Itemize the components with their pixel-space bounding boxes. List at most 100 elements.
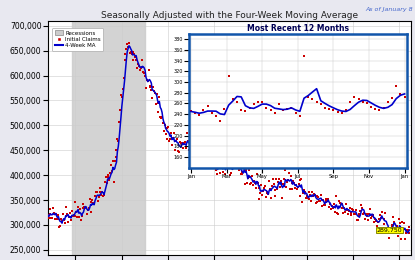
- Point: [288, 106, 295, 110]
- Point: [372, 107, 378, 111]
- Point: [296, 178, 303, 182]
- Point: [178, 141, 185, 146]
- Point: [359, 100, 366, 105]
- Point: [110, 159, 116, 163]
- Point: [246, 106, 253, 110]
- Point: [67, 211, 73, 215]
- Point: [249, 174, 256, 179]
- Point: [322, 106, 328, 110]
- Point: [332, 210, 339, 214]
- Point: [199, 148, 205, 153]
- Point: [261, 184, 268, 188]
- Point: [300, 191, 307, 195]
- Point: [310, 192, 317, 196]
- Point: [405, 231, 412, 235]
- Point: [383, 228, 390, 232]
- Point: [306, 190, 313, 194]
- Point: [337, 202, 344, 206]
- Point: [384, 228, 391, 232]
- Point: [330, 206, 336, 210]
- Point: [220, 164, 227, 168]
- Point: [103, 181, 110, 185]
- Point: [161, 123, 168, 127]
- Point: [334, 211, 340, 215]
- Point: [265, 192, 272, 196]
- Point: [237, 172, 244, 176]
- Point: [63, 214, 70, 218]
- Point: [354, 218, 361, 222]
- Point: [47, 207, 54, 211]
- Point: [395, 234, 401, 238]
- Point: [74, 215, 81, 219]
- Point: [286, 187, 293, 192]
- Point: [147, 84, 154, 88]
- Point: [70, 212, 77, 217]
- Point: [342, 210, 349, 214]
- Point: [104, 173, 111, 177]
- Point: [158, 116, 164, 120]
- Point: [309, 97, 316, 101]
- Point: [215, 159, 222, 164]
- Point: [287, 174, 294, 178]
- Point: [105, 175, 112, 179]
- Point: [228, 163, 235, 167]
- Point: [227, 171, 234, 175]
- Point: [368, 105, 374, 109]
- Point: [144, 79, 151, 83]
- Point: [232, 162, 239, 167]
- Point: [117, 93, 124, 97]
- Point: [188, 137, 195, 141]
- Point: [160, 121, 166, 125]
- Point: [188, 109, 194, 114]
- Point: [385, 227, 391, 231]
- Point: [331, 202, 338, 206]
- Point: [93, 190, 99, 194]
- Point: [386, 236, 392, 240]
- Point: [233, 159, 239, 164]
- Point: [326, 107, 332, 111]
- Point: [196, 113, 203, 117]
- Point: [248, 181, 255, 185]
- Point: [268, 196, 274, 200]
- Point: [293, 183, 299, 187]
- Point: [85, 206, 92, 210]
- Point: [69, 214, 76, 219]
- Point: [324, 199, 331, 203]
- Point: [356, 211, 363, 216]
- Point: [51, 211, 57, 215]
- Point: [390, 215, 397, 219]
- Point: [137, 68, 143, 72]
- Point: [225, 160, 232, 164]
- Point: [267, 187, 273, 191]
- Point: [220, 170, 226, 174]
- Point: [164, 136, 171, 141]
- Point: [240, 170, 247, 174]
- Point: [143, 86, 149, 90]
- Point: [325, 197, 332, 201]
- Point: [305, 197, 312, 201]
- Point: [323, 199, 330, 203]
- Point: [84, 212, 90, 216]
- Point: [140, 69, 146, 74]
- Point: [131, 52, 138, 56]
- Point: [59, 219, 65, 224]
- Point: [52, 212, 59, 216]
- Point: [72, 200, 79, 204]
- Point: [307, 193, 314, 197]
- Point: [397, 92, 404, 96]
- Point: [68, 209, 75, 213]
- Point: [134, 62, 141, 67]
- Point: [252, 186, 259, 190]
- Point: [151, 91, 158, 95]
- Point: [267, 108, 274, 113]
- Point: [172, 139, 179, 143]
- Point: [186, 137, 193, 141]
- Point: [236, 168, 242, 173]
- Point: [247, 182, 254, 186]
- Point: [403, 228, 410, 232]
- Point: [165, 125, 172, 129]
- Point: [208, 157, 215, 161]
- Point: [388, 224, 395, 228]
- Point: [99, 190, 105, 194]
- Point: [292, 186, 298, 190]
